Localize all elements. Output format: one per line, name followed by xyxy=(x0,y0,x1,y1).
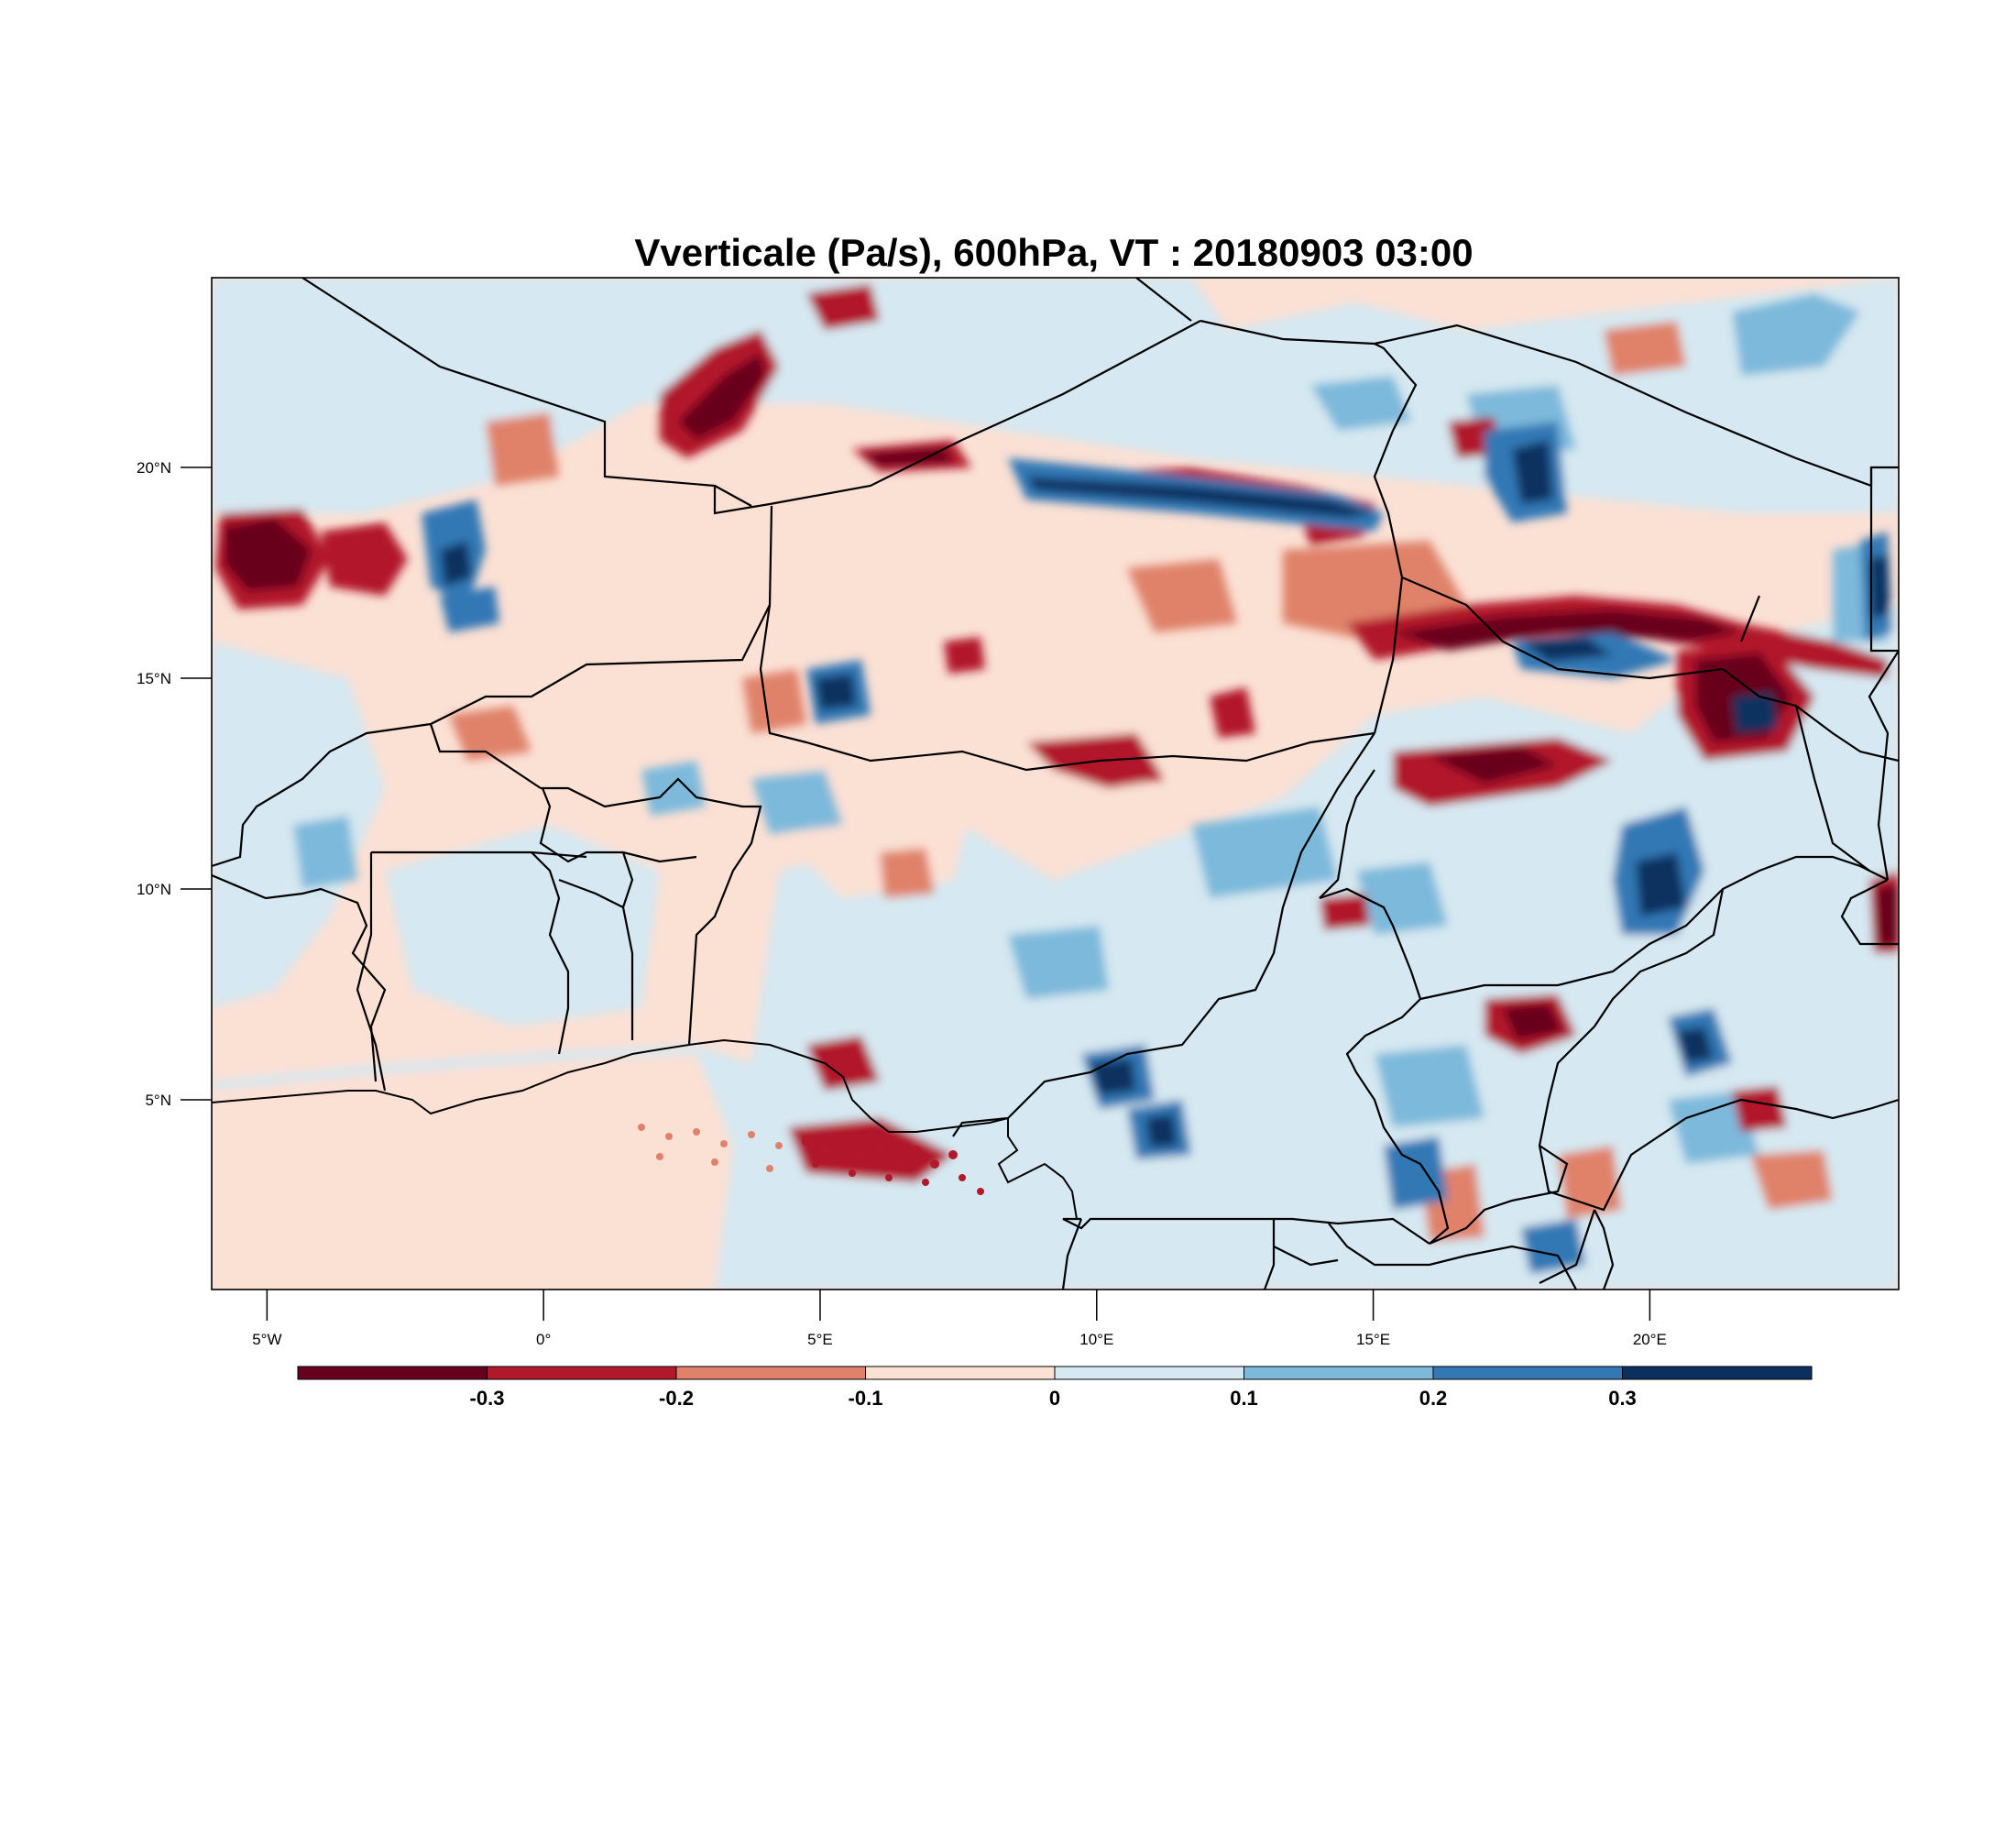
colorbar-swatch xyxy=(298,1367,488,1379)
colorbar-label: 0.1 xyxy=(1230,1387,1258,1410)
colorbar-swatch xyxy=(1244,1367,1433,1379)
lon-tick-label: 10°E xyxy=(1079,1331,1113,1348)
field-region xyxy=(1026,477,1375,518)
colorbar-swatch xyxy=(865,1367,1055,1379)
lat-tick-label: 10°N xyxy=(137,881,171,898)
colorbar-swatch xyxy=(487,1367,676,1379)
field-region xyxy=(1008,926,1109,999)
lon-tick-label: 0° xyxy=(536,1331,551,1348)
field-region xyxy=(1521,637,1613,662)
lon-tick-label: 5°W xyxy=(252,1331,281,1348)
field-region xyxy=(1558,1146,1622,1219)
field-region xyxy=(1127,559,1237,632)
lat-tick-label: 15°N xyxy=(137,670,171,687)
field-region xyxy=(944,637,985,674)
field-region xyxy=(1732,692,1778,733)
lon-tick-label: 5°E xyxy=(807,1331,833,1348)
map-panel xyxy=(212,278,1899,1290)
colorbar-label: 0.3 xyxy=(1608,1387,1637,1410)
colorbar-label: 0.2 xyxy=(1419,1387,1448,1410)
field-region xyxy=(293,816,357,889)
field-region xyxy=(449,706,531,761)
field-region xyxy=(1430,747,1558,784)
field-region xyxy=(788,1118,953,1182)
colorbar-swatch xyxy=(1433,1367,1623,1379)
field-region xyxy=(678,353,765,440)
field-region xyxy=(212,278,1899,1290)
colorbar-label: -0.2 xyxy=(659,1387,694,1410)
colorbar-label: 0 xyxy=(1049,1387,1060,1410)
field-region xyxy=(1521,1219,1585,1274)
field-region xyxy=(1191,807,1338,898)
lon-tick-label: 20°E xyxy=(1633,1331,1667,1348)
field-region xyxy=(440,587,499,632)
field-region xyxy=(1604,321,1686,376)
colorbar-swatch xyxy=(1055,1367,1244,1379)
lat-tick-label: 5°N xyxy=(145,1092,171,1109)
field-region xyxy=(806,1036,880,1091)
field-region xyxy=(1347,596,1888,678)
field-region xyxy=(742,669,806,733)
page-title: Vverticale (Pa/s), 600hPa, VT : 20180903… xyxy=(634,231,1473,274)
field-region xyxy=(1877,884,1899,944)
colorbar-label: -0.1 xyxy=(849,1387,883,1410)
country-borders xyxy=(212,278,1899,1290)
field-region xyxy=(1869,554,1890,619)
field-region xyxy=(212,1054,733,1290)
field-region xyxy=(861,447,953,466)
field-region xyxy=(880,848,935,898)
field-region xyxy=(1145,1114,1178,1147)
coastline xyxy=(212,1038,1078,1220)
field-region xyxy=(1210,687,1255,738)
field-region xyxy=(1677,1026,1714,1063)
lon-tick-label: 15°E xyxy=(1356,1331,1390,1348)
longitude-axis: 5°W 0° 5°E 10°E 15°E 20°E xyxy=(252,1290,1667,1348)
field-region xyxy=(440,541,472,587)
field-region xyxy=(486,412,559,486)
field-region xyxy=(1503,1004,1562,1040)
field-region xyxy=(1310,376,1411,431)
field-region xyxy=(1375,1045,1485,1127)
colorbar-swatch xyxy=(676,1367,866,1379)
colorbar-label: -0.3 xyxy=(470,1387,505,1410)
field-region xyxy=(806,284,880,330)
colorbar: -0.3 -0.2 -0.1 0 0.1 0.2 0.3 xyxy=(297,1366,1813,1410)
colorbar-swatch xyxy=(1622,1367,1812,1379)
field-region xyxy=(1750,1150,1833,1210)
field-region xyxy=(641,761,706,816)
field-region xyxy=(779,862,1054,1054)
field-region xyxy=(1384,1136,1448,1210)
field-region xyxy=(1636,852,1686,916)
map-frame xyxy=(211,277,1900,1290)
field-contours xyxy=(212,278,1899,1290)
field-region xyxy=(751,770,843,834)
field-region xyxy=(816,674,857,710)
latitude-axis: 20°N 15°N 10°N 5°N xyxy=(137,459,212,1109)
field-region xyxy=(225,518,312,591)
lat-tick-label: 20°N xyxy=(137,459,171,477)
field-region xyxy=(1512,440,1553,504)
field-region xyxy=(1320,894,1370,930)
field-region xyxy=(321,522,408,596)
field-region xyxy=(1090,1059,1136,1095)
field-region xyxy=(1356,862,1448,935)
field-region xyxy=(1732,293,1860,376)
field-region xyxy=(385,825,660,1026)
field-region xyxy=(1732,1086,1787,1132)
